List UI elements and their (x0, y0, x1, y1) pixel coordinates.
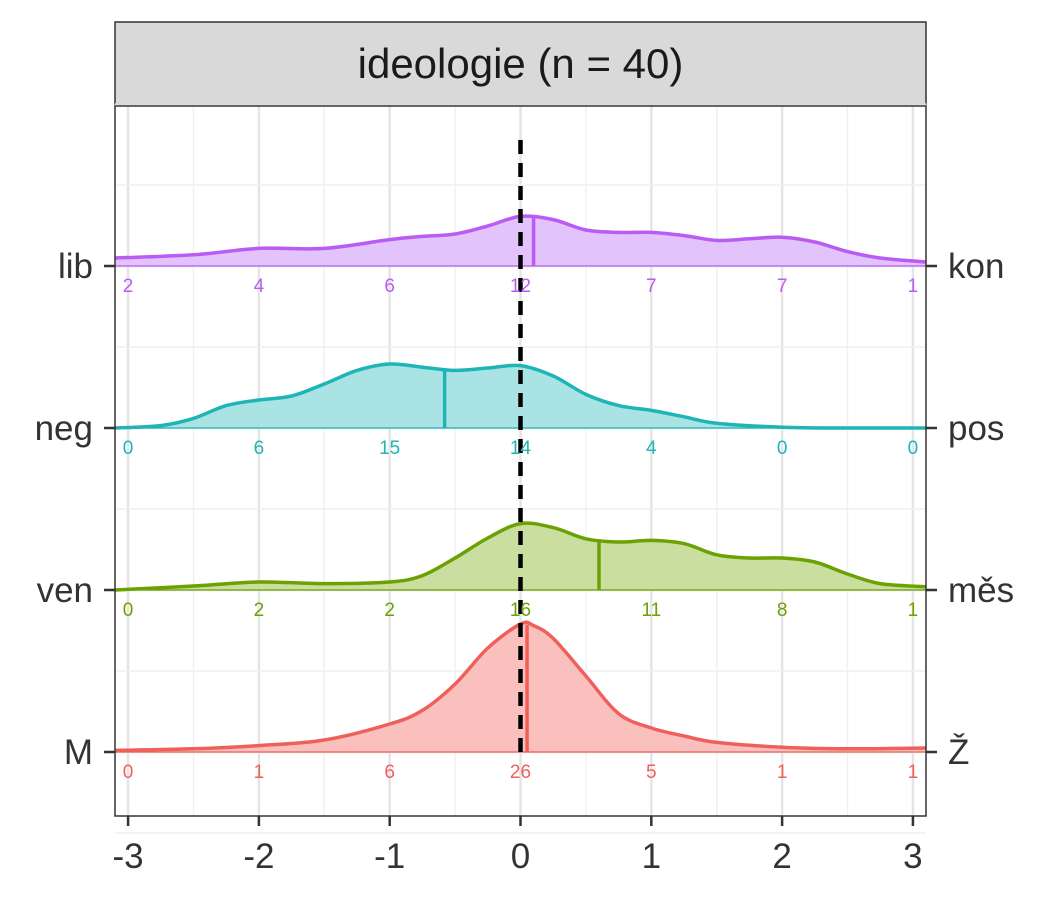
x-tick-label-3: 0 (511, 837, 530, 876)
x-tick-label-1: -2 (243, 837, 274, 876)
count-label-lib-3: 12 (510, 276, 531, 297)
y-left-label-neg: neg (35, 409, 93, 448)
count-label-lib-0: 2 (123, 276, 134, 297)
x-tick-label-2: -1 (374, 837, 405, 876)
y-right-label-ven: měs (948, 571, 1014, 610)
count-label-ven-4: 11 (641, 600, 661, 621)
density-area-m (115, 622, 926, 752)
count-label-lib-5: 7 (777, 276, 788, 297)
count-label-neg-1: 6 (254, 438, 265, 459)
count-label-lib-4: 7 (646, 276, 657, 297)
y-left-label-ven: ven (37, 571, 93, 610)
x-tick-label-6: 3 (903, 837, 922, 876)
density-line-neg (114, 362, 927, 430)
density-line-m (114, 620, 927, 753)
chart-title: ideologie (n = 40) (358, 40, 684, 87)
count-label-ven-5: 8 (777, 600, 788, 621)
y-right-label-m: Ž (948, 733, 969, 772)
count-label-ven-1: 2 (254, 600, 265, 621)
count-label-neg-6: 0 (908, 438, 919, 459)
count-label-ven-0: 0 (123, 600, 134, 621)
count-label-lib-2: 6 (384, 276, 395, 297)
count-label-m-5: 1 (777, 762, 788, 783)
count-label-ven-3: 16 (510, 600, 531, 621)
x-axis: -3 -2 -1 0 1 2 3 (113, 816, 923, 876)
density-line-lib (114, 214, 927, 264)
x-tick-label-5: 2 (772, 837, 791, 876)
count-label-m-4: 5 (646, 762, 657, 783)
count-label-ven-2: 2 (384, 600, 395, 621)
x-tick-label-4: 1 (642, 837, 661, 876)
count-label-neg-0: 0 (123, 438, 134, 459)
y-right-label-lib: kon (948, 247, 1004, 286)
count-label-neg-4: 4 (646, 438, 657, 459)
count-label-neg-2: 15 (379, 438, 400, 459)
count-labels: 2 4 6 12 7 7 10 6 15 14 4 0 00 2 2 16 11 8 10 1 6 26 5 1 1 (123, 276, 918, 783)
count-label-lib-6: 1 (908, 276, 919, 297)
count-label-m-0: 0 (123, 762, 134, 783)
count-label-lib-1: 4 (254, 276, 265, 297)
count-label-neg-5: 0 (777, 438, 788, 459)
x-tick-label-0: -3 (113, 837, 144, 876)
y-left-label-m: M (64, 733, 93, 772)
count-label-m-2: 6 (384, 762, 395, 783)
y-right-label-neg: pos (948, 409, 1004, 448)
count-label-neg-3: 14 (510, 438, 532, 459)
count-label-m-1: 1 (254, 762, 265, 783)
y-left-label-lib: lib (58, 247, 93, 286)
count-label-m-3: 26 (510, 762, 531, 783)
count-label-m-6: 1 (908, 762, 919, 783)
density-line-ven (114, 521, 927, 592)
facet-strip: ideologie (n = 40) (114, 21, 927, 105)
count-label-ven-6: 1 (908, 600, 919, 621)
plot-panel: 2 4 6 12 7 7 10 6 15 14 4 0 00 2 2 16 11 8 10 1 6 26 5 1 1 (114, 103, 927, 834)
facet-strip-background (114, 21, 927, 105)
